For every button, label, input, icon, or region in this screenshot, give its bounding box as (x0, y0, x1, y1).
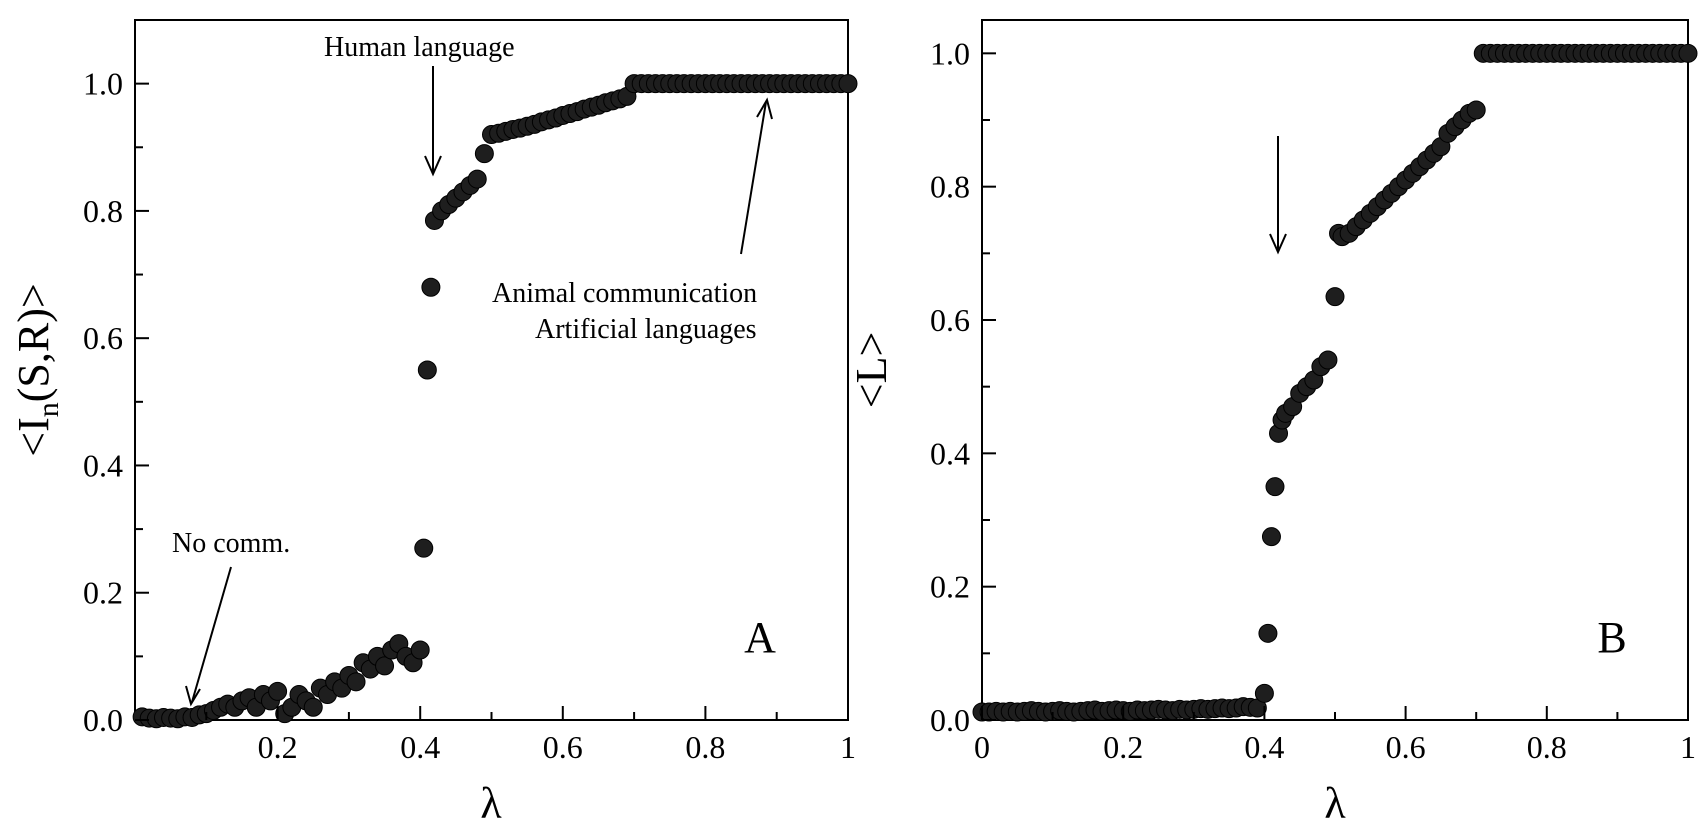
panel-a-frame (134, 19, 849, 721)
panel-b-x-tick-label: 0.2 (1103, 729, 1143, 765)
panel-b: 0 0.2 0.4 0.6 0.8 1 0.0 0.2 0.4 0.6 0.8 1.0 B λ <L> (847, 19, 1698, 828)
panel-a-data-point (303, 697, 323, 717)
panel-b-data-point (1261, 527, 1281, 547)
panel-a-data-point (346, 672, 366, 692)
panel-a-data-point (417, 360, 437, 380)
panel-a-ylabel: <In(S,R)> (9, 283, 65, 456)
panel-b-data-point (1258, 623, 1278, 643)
panel-a-x-tick-label: 0.4 (400, 729, 440, 765)
panel-a-ylabel-suffix: (S,R)> (9, 283, 58, 402)
panel-a-y-tick-label: 0.4 (83, 447, 123, 483)
panel-b-frame (981, 19, 1689, 721)
panel-a-data-point (268, 681, 288, 701)
panel-b-data-point (1678, 43, 1698, 63)
panel-a-y-tick-label: 1.0 (83, 66, 123, 102)
annotation-artificial-languages: Artificial languages (535, 314, 757, 345)
panel-a-ticks: 0.2 0.4 0.6 0.8 1 0.0 0.2 0.4 0.6 0.8 1.0 (83, 66, 856, 765)
annotation-human-language: Human language (324, 32, 515, 63)
panel-a-y-tick-label: 0.2 (83, 575, 123, 611)
panel-b-y-tick-label: 0.0 (930, 702, 970, 738)
panel-a-x-tick-label: 0.2 (258, 729, 298, 765)
panel-b-x-tick-label: 0 (974, 729, 990, 765)
panel-b-data-point (1466, 100, 1486, 120)
panel-a-x-tick-label: 0.8 (685, 729, 725, 765)
panel-a-letter: A (744, 613, 776, 662)
annotation-no-comm: No comm. (172, 528, 290, 559)
panel-b-x-tick-label: 0.4 (1244, 729, 1284, 765)
panel-a-data-point (414, 538, 434, 558)
panel-a-y-tick-label: 0.0 (83, 702, 123, 738)
panel-a-x-tick-label: 0.6 (543, 729, 583, 765)
panel-a-y-tick-label: 0.8 (83, 193, 123, 229)
panel-a-data-point (474, 144, 494, 164)
panel-b-ylabel: <L> (847, 332, 896, 409)
panel-a-data-point (838, 74, 858, 94)
panel-a-ylabel-sub: n (32, 402, 65, 417)
arrow-no-comm (191, 566, 232, 703)
panel-a-ylabel-prefix: <I (9, 417, 58, 456)
panel-b-ticks: 0 0.2 0.4 0.6 0.8 1 0.0 0.2 0.4 0.6 0.8 1.0 (930, 35, 1696, 765)
panel-a-xlabel: λ (480, 779, 502, 828)
arrow-head-panel-b (1269, 233, 1287, 255)
panel-a-data-point (375, 656, 395, 676)
panel-b-marks (972, 43, 1698, 722)
panel-b-data-point (1265, 477, 1285, 497)
arrow-head-animal-communication (756, 97, 773, 120)
panel-b-y-tick-label: 1.0 (930, 35, 970, 71)
panel-b-x-tick-label: 0.6 (1386, 729, 1426, 765)
panel-a-y-tick-label: 0.6 (83, 320, 123, 356)
panel-a: 0.2 0.4 0.6 0.8 1 0.0 0.2 0.4 0.6 0.8 1.0 A λ <In(… (9, 19, 858, 828)
panel-a-x-tick-label: 1 (840, 729, 856, 765)
annotation-animal-communication: Animal communication (492, 278, 757, 309)
panel-b-letter: B (1597, 613, 1626, 662)
panel-b-y-tick-label: 0.6 (930, 302, 970, 338)
panel-b-data-point (1318, 350, 1338, 370)
panel-b-y-tick-label: 0.8 (930, 169, 970, 205)
arrow-head-no-comm (185, 685, 201, 707)
panel-b-y-tick-label: 0.4 (930, 435, 970, 471)
panel-b-y-tick-label: 0.2 (930, 569, 970, 605)
panel-a-marks (132, 74, 858, 729)
panel-b-xlabel: λ (1324, 779, 1346, 828)
panel-b-data-point (1254, 683, 1274, 703)
panel-b-x-tick-label: 0.8 (1527, 729, 1567, 765)
panel-b-data-point (1325, 287, 1345, 307)
arrow-head-human-language (424, 155, 442, 177)
panel-a-data-point (467, 169, 487, 189)
panel-a-data-point (410, 640, 430, 660)
panel-b-x-tick-label: 1 (1680, 729, 1696, 765)
arrow-animal-communication (740, 101, 767, 255)
panel-a-data-point (421, 277, 441, 297)
